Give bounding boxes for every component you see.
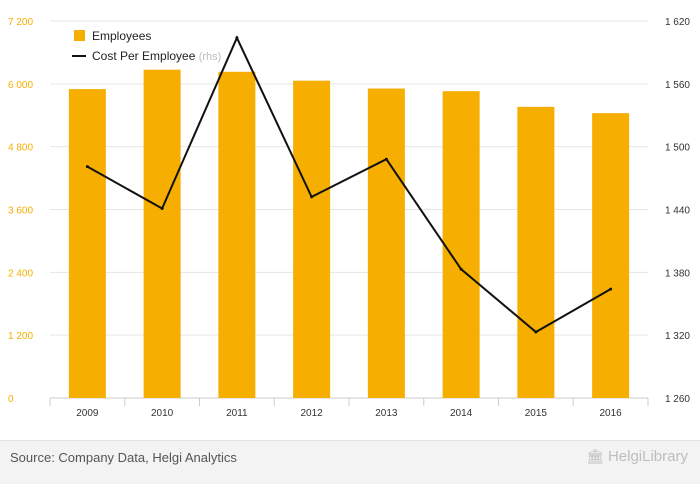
y-right-tick-label: 1 560 bbox=[665, 80, 690, 91]
y-right-tick-label: 1 620 bbox=[665, 17, 690, 28]
x-tick-label: 2013 bbox=[375, 408, 398, 419]
bar-employees[interactable] bbox=[592, 113, 630, 399]
y-right-tick-label: 1 380 bbox=[665, 268, 690, 279]
bar-employees[interactable] bbox=[517, 106, 555, 398]
footer-bar bbox=[0, 440, 700, 484]
point-cost-per-employee[interactable] bbox=[310, 195, 314, 199]
x-tick-label: 2011 bbox=[226, 408, 248, 419]
brand-logo[interactable]: 🏛 HelgiLibrary bbox=[586, 448, 688, 465]
bar-employees[interactable] bbox=[218, 71, 256, 398]
point-cost-per-employee[interactable] bbox=[534, 330, 538, 334]
point-cost-per-employee[interactable] bbox=[235, 36, 239, 40]
y-left-tick-label: 3 600 bbox=[8, 206, 33, 217]
legend-rhs-suffix: (rhs) bbox=[199, 51, 222, 63]
y-left-tick-label: 0 bbox=[8, 394, 14, 405]
bar-employees[interactable] bbox=[143, 69, 181, 398]
line-cost-per-employee[interactable] bbox=[86, 35, 612, 334]
legend-label-employees: Employees bbox=[92, 29, 151, 43]
point-cost-per-employee[interactable] bbox=[85, 165, 89, 169]
y-left-tick-label: 4 800 bbox=[8, 143, 33, 154]
y-right-tick-label: 1 260 bbox=[665, 394, 690, 405]
bar-employees[interactable] bbox=[68, 89, 106, 398]
x-tick-label: 2010 bbox=[151, 408, 174, 419]
y-left-tick-label: 1 200 bbox=[8, 331, 33, 342]
point-cost-per-employee[interactable] bbox=[384, 157, 388, 161]
y-right-tick-label: 1 440 bbox=[665, 206, 690, 217]
point-cost-per-employee[interactable] bbox=[160, 206, 164, 210]
x-tick-label: 2016 bbox=[600, 408, 623, 419]
combo-chart: 0 1 200 2 400 3 600 4 800 6 000 7 200 1 260 1 32… bbox=[8, 17, 690, 419]
x-tick-label: 2014 bbox=[450, 408, 473, 419]
y-left-tick-label: 7 200 bbox=[8, 17, 33, 28]
y-left-tick-label: 2 400 bbox=[8, 268, 33, 279]
library-building-icon: 🏛 bbox=[586, 448, 604, 464]
y-right-tick-label: 1 320 bbox=[665, 331, 690, 342]
x-tick-label: 2009 bbox=[76, 408, 99, 419]
x-tick-label: 2012 bbox=[301, 408, 324, 419]
legend-swatch-employees bbox=[74, 30, 85, 41]
bar-employees[interactable] bbox=[442, 91, 480, 399]
y-left-tick-label: 6 000 bbox=[8, 80, 33, 91]
legend-label-cost: Cost Per Employee (rhs) bbox=[92, 49, 221, 63]
source-note: Source: Company Data, Helgi Analytics bbox=[10, 450, 237, 465]
bar-employees[interactable] bbox=[293, 80, 331, 399]
brand-text: HelgiLibrary bbox=[607, 448, 688, 465]
point-cost-per-employee[interactable] bbox=[459, 267, 463, 271]
point-cost-per-employee[interactable] bbox=[609, 287, 613, 291]
x-tick-label: 2015 bbox=[525, 408, 548, 419]
bar-employees[interactable] bbox=[367, 88, 405, 398]
y-right-tick-label: 1 500 bbox=[665, 143, 690, 154]
